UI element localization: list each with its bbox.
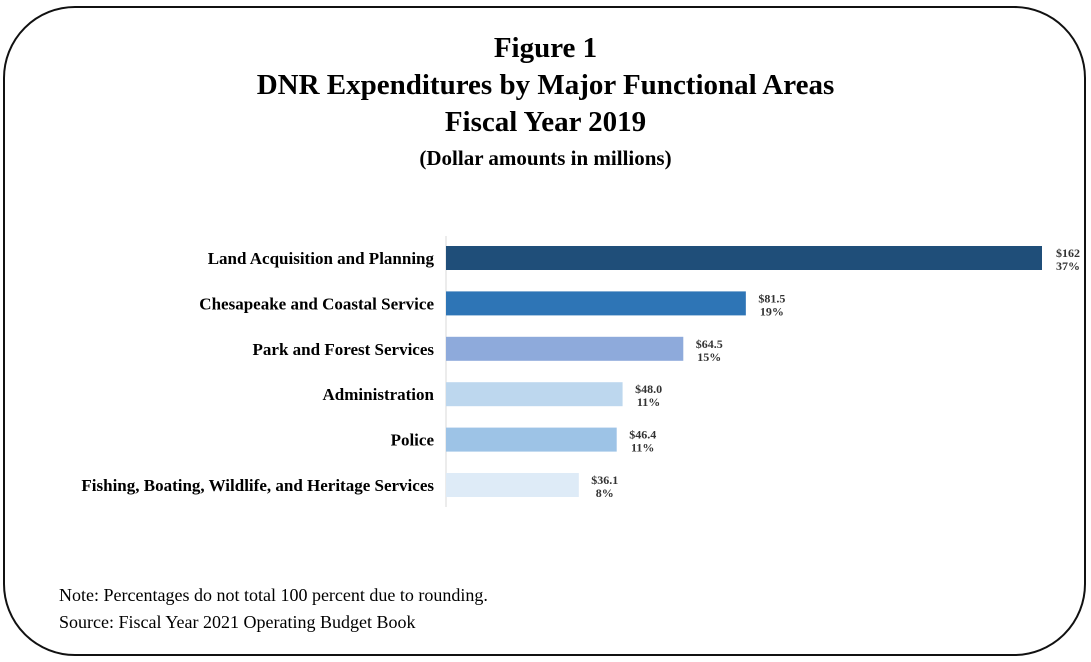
bar [446,382,623,407]
value-label: $81.5 [758,291,785,305]
percent-label: 8% [596,486,614,500]
note-text: Note: Percentages do not total 100 perce… [59,585,488,605]
category-label: Police [391,431,435,450]
bar [446,246,1042,270]
figure-header: Figure 1 DNR Expenditures by Major Funct… [0,30,1091,175]
figure-title: DNR Expenditures by Major Functional Are… [256,69,835,101]
percent-label: 11% [637,395,660,409]
value-label: $48.0 [635,382,662,396]
category-label: Land Acquisition and Planning [208,249,435,268]
figure-frame [3,6,1086,656]
value-label: $36.1 [591,473,618,487]
figure-subtitle: Fiscal Year 2019 [444,106,647,138]
figure-label: Figure 1 [493,32,598,64]
value-label: $46.4 [629,428,656,442]
percent-label: 15% [697,350,721,364]
category-label: Chesapeake and Coastal Service [199,294,434,313]
category-label: Park and Forest Services [253,340,435,359]
value-label: $64.5 [696,337,723,351]
category-label: Administration [323,385,435,404]
percent-label: 19% [760,304,784,318]
category-label: Fishing, Boating, Wildlife, and Heritage… [81,476,434,495]
source-text: Source: Fiscal Year 2021 Operating Budge… [59,612,416,632]
bar [446,336,684,361]
bar [446,473,579,497]
percent-label: 11% [631,441,654,455]
bar [446,427,617,452]
percent-label: 37% [1056,259,1080,273]
figure-units: (Dollar amounts in millions) [419,146,672,170]
bar [446,291,746,316]
value-label: $162 [1056,246,1080,260]
